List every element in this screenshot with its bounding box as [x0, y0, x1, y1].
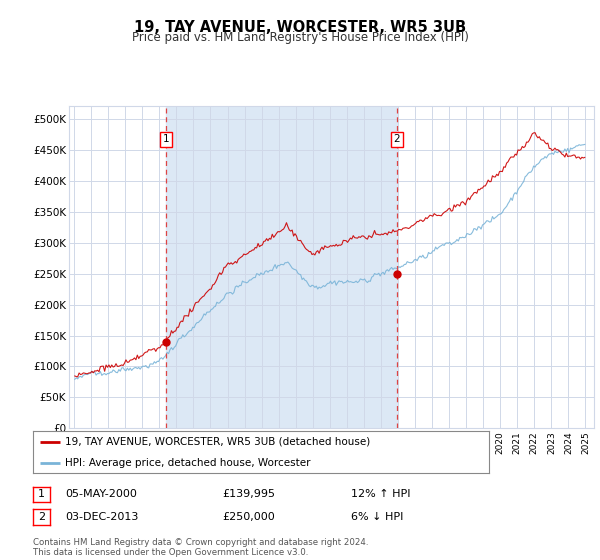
Text: 19, TAY AVENUE, WORCESTER, WR5 3UB (detached house): 19, TAY AVENUE, WORCESTER, WR5 3UB (deta…: [65, 437, 370, 447]
Text: £139,995: £139,995: [222, 489, 275, 500]
Text: 2: 2: [394, 134, 400, 144]
Text: £250,000: £250,000: [222, 512, 275, 522]
Text: 05-MAY-2000: 05-MAY-2000: [65, 489, 137, 500]
Text: 12% ↑ HPI: 12% ↑ HPI: [351, 489, 410, 500]
Text: Contains HM Land Registry data © Crown copyright and database right 2024.
This d: Contains HM Land Registry data © Crown c…: [33, 538, 368, 557]
Text: 03-DEC-2013: 03-DEC-2013: [65, 512, 138, 522]
Text: HPI: Average price, detached house, Worcester: HPI: Average price, detached house, Worc…: [65, 458, 310, 468]
Text: 6% ↓ HPI: 6% ↓ HPI: [351, 512, 403, 522]
Text: 1: 1: [163, 134, 169, 144]
Text: 2: 2: [38, 512, 45, 522]
Bar: [166, 106, 397, 428]
Text: 19, TAY AVENUE, WORCESTER, WR5 3UB: 19, TAY AVENUE, WORCESTER, WR5 3UB: [134, 20, 466, 35]
Text: Price paid vs. HM Land Registry's House Price Index (HPI): Price paid vs. HM Land Registry's House …: [131, 31, 469, 44]
Text: 1: 1: [38, 489, 45, 500]
